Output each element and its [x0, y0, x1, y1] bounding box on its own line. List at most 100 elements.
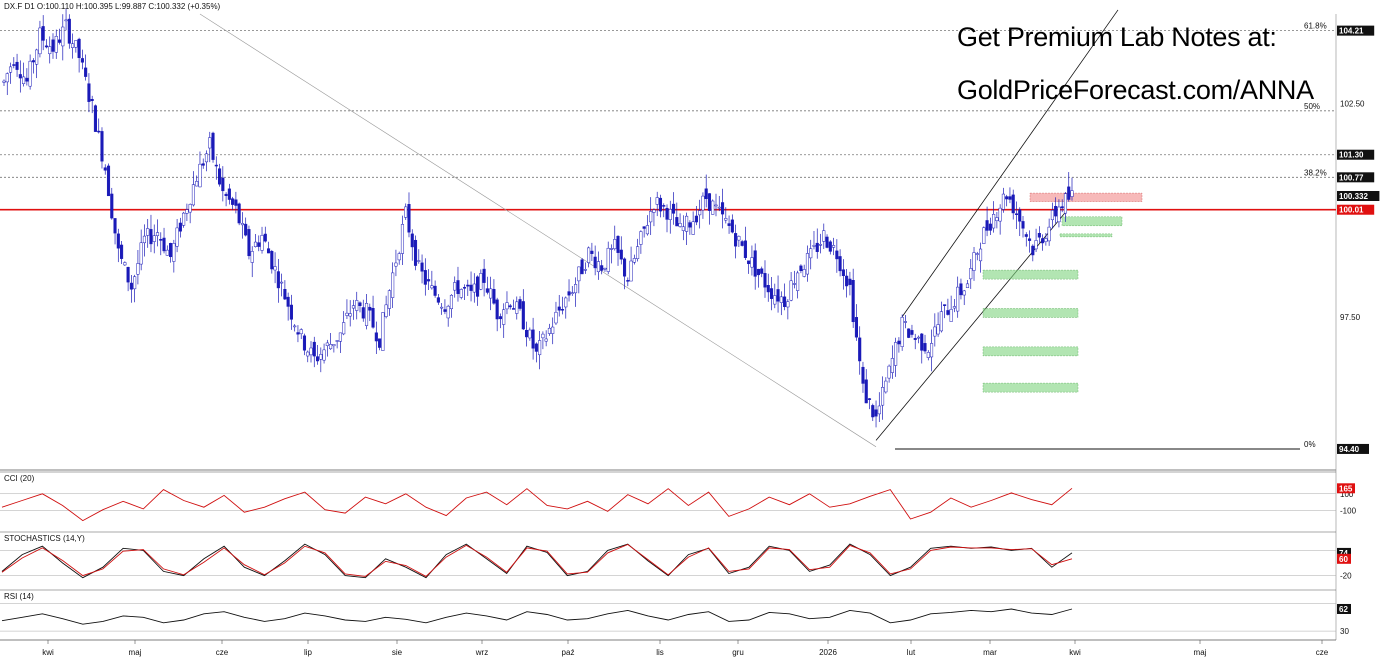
candle-body [195, 181, 199, 187]
candle-body [773, 295, 777, 305]
candle-body [567, 291, 571, 296]
price-tick: 102.50 [1340, 100, 1365, 109]
candle-body [511, 308, 516, 310]
candle-body [694, 215, 698, 223]
time-label: maj [1194, 648, 1207, 657]
candle-body [1037, 232, 1041, 238]
cci-tag: 165 [1337, 483, 1355, 494]
candle-body [920, 333, 924, 351]
candle-body [456, 280, 460, 294]
candle-body [338, 332, 342, 342]
candle-body [263, 233, 267, 242]
candle-body [25, 77, 29, 82]
candle-body [54, 36, 58, 53]
candle-body [152, 235, 156, 242]
candle-body [678, 223, 682, 227]
candle-body [668, 209, 672, 220]
candle-body [335, 340, 339, 342]
candle-body [609, 248, 614, 250]
cci-line [1, 487, 1073, 522]
candle-body [139, 242, 143, 265]
candle-body [805, 253, 809, 275]
candle-body [959, 283, 963, 296]
cci-tag-bg [1337, 483, 1355, 494]
candle-body [884, 380, 888, 393]
candle-body [188, 204, 192, 213]
candle-body [381, 312, 385, 351]
candle-body [185, 209, 189, 214]
candle-body [923, 343, 927, 352]
candle-body [564, 297, 568, 308]
main-panel [0, 14, 1337, 640]
candle-body [302, 335, 307, 351]
candle-body [227, 188, 231, 200]
candle-body [554, 311, 558, 324]
candle-body [462, 287, 467, 289]
candle-body [714, 204, 718, 207]
candle-body [71, 43, 75, 48]
candle-body [1034, 240, 1038, 250]
candle-body [809, 248, 813, 259]
candle-body [518, 299, 522, 309]
candle-body [632, 258, 636, 263]
support-zone [982, 269, 1079, 280]
candle-body [90, 99, 94, 101]
candle-body [1008, 196, 1012, 200]
candle-body [413, 239, 418, 266]
candle-body [319, 354, 323, 360]
time-label: maj [129, 648, 142, 657]
candle-body [178, 222, 182, 232]
candle-body [459, 289, 463, 298]
candle-body [786, 301, 790, 308]
panel-label: CCI (20) [4, 474, 35, 483]
panel-level-label: 30 [1340, 627, 1349, 636]
stoch-tag-bg [1337, 547, 1351, 558]
price-tag: 104.21 [1337, 25, 1375, 36]
candle-body [44, 45, 49, 48]
candle-body [472, 283, 476, 293]
candle-body [645, 225, 649, 235]
candle-body [534, 343, 538, 352]
stoch-tag-text: 60 [1339, 555, 1348, 564]
candle-body [169, 243, 173, 258]
time-label: kwi [42, 648, 54, 657]
candle-body [822, 230, 826, 242]
candle-body [489, 288, 493, 299]
candle-body [175, 227, 179, 247]
candle-body [619, 249, 623, 260]
candle-body [74, 40, 78, 48]
price-tag-bg [1337, 190, 1380, 201]
candle-body [440, 306, 444, 309]
candle-body [508, 305, 512, 308]
candle-body [557, 306, 561, 311]
candle-body [172, 243, 176, 262]
time-label: kwi [1069, 648, 1081, 657]
candle-body [1001, 193, 1005, 210]
candle-body [361, 307, 365, 319]
candle-body [1060, 206, 1064, 209]
candle-body [796, 272, 800, 291]
candle-body [577, 266, 581, 282]
candle-body [887, 365, 891, 379]
candle-body [182, 212, 186, 226]
candlesticks [2, 8, 1074, 428]
candle-body [67, 18, 71, 44]
candle-body [828, 241, 832, 252]
candle-body [988, 223, 992, 231]
candle-body [655, 197, 659, 205]
supply-zone [1029, 192, 1143, 202]
candle-body [260, 235, 264, 251]
candle-body [861, 366, 865, 384]
candle-body [133, 276, 137, 290]
rsi-tag-text: 62 [1339, 605, 1348, 614]
candle-body [606, 247, 610, 272]
candle-body [747, 260, 751, 265]
time-label: lis [656, 648, 664, 657]
candle-body [244, 223, 248, 236]
candle-body [293, 325, 297, 328]
support-zone [982, 308, 1079, 318]
candle-body [18, 74, 22, 79]
candle-body [760, 268, 764, 274]
candle-body [224, 193, 228, 196]
candle-body [528, 329, 532, 339]
